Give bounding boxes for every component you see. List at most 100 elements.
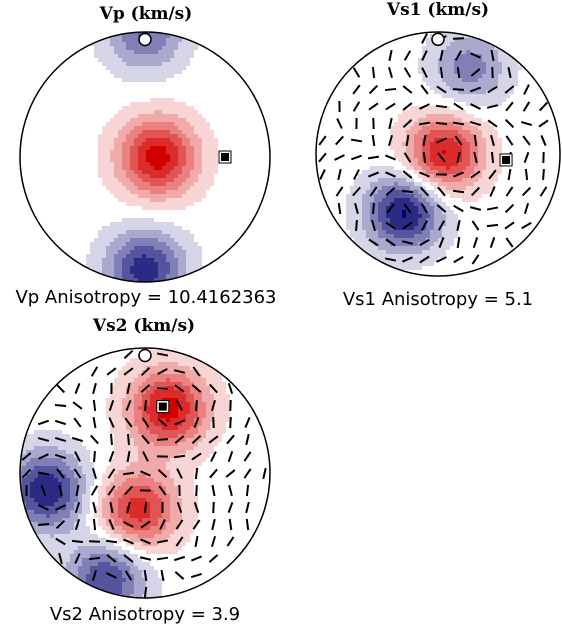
polarization-tick <box>437 220 446 231</box>
polarization-tick <box>504 118 515 129</box>
polarization-tick <box>191 452 202 461</box>
polarization-tick <box>108 450 115 463</box>
polarization-tick <box>420 84 429 95</box>
polarization-tick <box>195 399 198 412</box>
polarization-tick <box>211 518 216 531</box>
polarization-tick <box>371 66 376 79</box>
polarization-tick <box>212 501 215 514</box>
polarization-tick <box>143 569 148 582</box>
polarization-tick <box>108 519 115 530</box>
polarization-tick <box>452 189 465 194</box>
polarization-tick <box>210 535 217 548</box>
polarization-tick <box>175 519 184 530</box>
polarization-tick <box>504 203 515 214</box>
polarization-tick <box>435 104 448 109</box>
polarization-tick <box>335 186 344 197</box>
polarization-tick <box>211 484 216 497</box>
polarization-tick <box>473 151 478 164</box>
polarization-tick <box>156 556 169 561</box>
polarization-tick <box>210 451 217 462</box>
polarization-tick <box>21 468 32 479</box>
polarization-tick <box>190 572 203 579</box>
polarization-tick <box>227 450 234 463</box>
vs1-title: Vs1 (km/s) <box>386 0 490 20</box>
polarization-tick <box>226 434 235 445</box>
polarization-tick <box>490 134 495 147</box>
polarization-tick <box>372 202 375 215</box>
polarization-tick <box>262 467 267 480</box>
polarization-tick <box>92 382 97 395</box>
polarization-tick <box>539 101 548 112</box>
polarization-tick <box>471 254 480 265</box>
minimum-marker <box>138 32 152 47</box>
polarization-tick <box>208 435 219 444</box>
polarization-ticks <box>21 350 267 598</box>
polarization-tick <box>337 202 342 215</box>
polarization-tick <box>122 471 135 476</box>
polarization-tick <box>403 203 412 214</box>
polarization-tick <box>140 366 151 377</box>
polarization-tick <box>402 256 413 263</box>
polarization-tick <box>488 169 497 180</box>
polarization-tick <box>38 504 49 511</box>
polarization-tick <box>369 186 378 197</box>
polarization-tick <box>173 454 186 459</box>
polarization-tick <box>371 219 376 232</box>
polarization-tick <box>123 367 134 376</box>
polarization-tick <box>318 152 327 163</box>
polarization-tick <box>521 186 532 197</box>
polarization-tick <box>335 135 344 146</box>
maximum-marker <box>502 155 511 164</box>
polarization-tick <box>439 49 444 62</box>
contour-field <box>20 32 270 282</box>
polarization-tick <box>90 485 99 496</box>
polarization-tick <box>74 383 81 394</box>
polarization-tick <box>436 137 447 144</box>
polarization-tick <box>74 451 81 462</box>
polarization-tick <box>74 501 81 514</box>
polarization-tick <box>453 204 464 213</box>
polarization-tick <box>140 520 151 529</box>
polarization-tick <box>522 135 531 146</box>
polarization-tick <box>367 155 380 160</box>
polarization-tick <box>384 87 397 92</box>
polarization-tick <box>143 586 148 598</box>
vs2-title: Vs2 (km/s) <box>92 316 196 336</box>
polarization-tick <box>420 203 429 214</box>
polarization-tick <box>453 102 464 111</box>
polarization-tick <box>505 186 514 197</box>
polarization-tick <box>385 221 396 230</box>
polarization-tick <box>456 219 461 232</box>
polarization-tick <box>156 387 169 390</box>
polarization-tick <box>470 68 481 77</box>
polarization-tick <box>108 417 115 428</box>
polarization-tick <box>140 384 151 393</box>
polarization-tick <box>418 121 431 126</box>
polarization-tick <box>72 401 83 410</box>
polarization-tick <box>487 119 498 128</box>
polarization-tick <box>93 450 96 463</box>
polarization-tick <box>108 399 115 412</box>
polarization-tick <box>209 468 218 479</box>
polarization-tick <box>90 366 99 377</box>
polarization-tick <box>109 501 114 514</box>
vp-anisotropy-label: Vp Anisotropy = 10.4162363 <box>15 287 277 308</box>
polarization-tick <box>401 189 414 194</box>
polarization-tick <box>191 435 202 444</box>
polarization-tick <box>193 501 200 514</box>
polarization-tick <box>419 171 430 178</box>
polarization-tick <box>54 419 67 426</box>
polarization-tick <box>227 501 234 514</box>
polarization-tick <box>73 417 82 428</box>
polarization-tick <box>71 436 84 443</box>
polarization-tick <box>540 135 547 146</box>
polarization-tick <box>243 468 252 479</box>
polarization-tick <box>21 452 32 461</box>
polarization-tick <box>353 169 360 180</box>
polarization-tick <box>123 485 134 496</box>
maximum-marker <box>158 402 167 411</box>
polarization-tick <box>507 168 512 181</box>
polarization-tick <box>401 240 414 245</box>
polarization-tick <box>174 571 185 580</box>
polarization-tick <box>523 84 530 95</box>
